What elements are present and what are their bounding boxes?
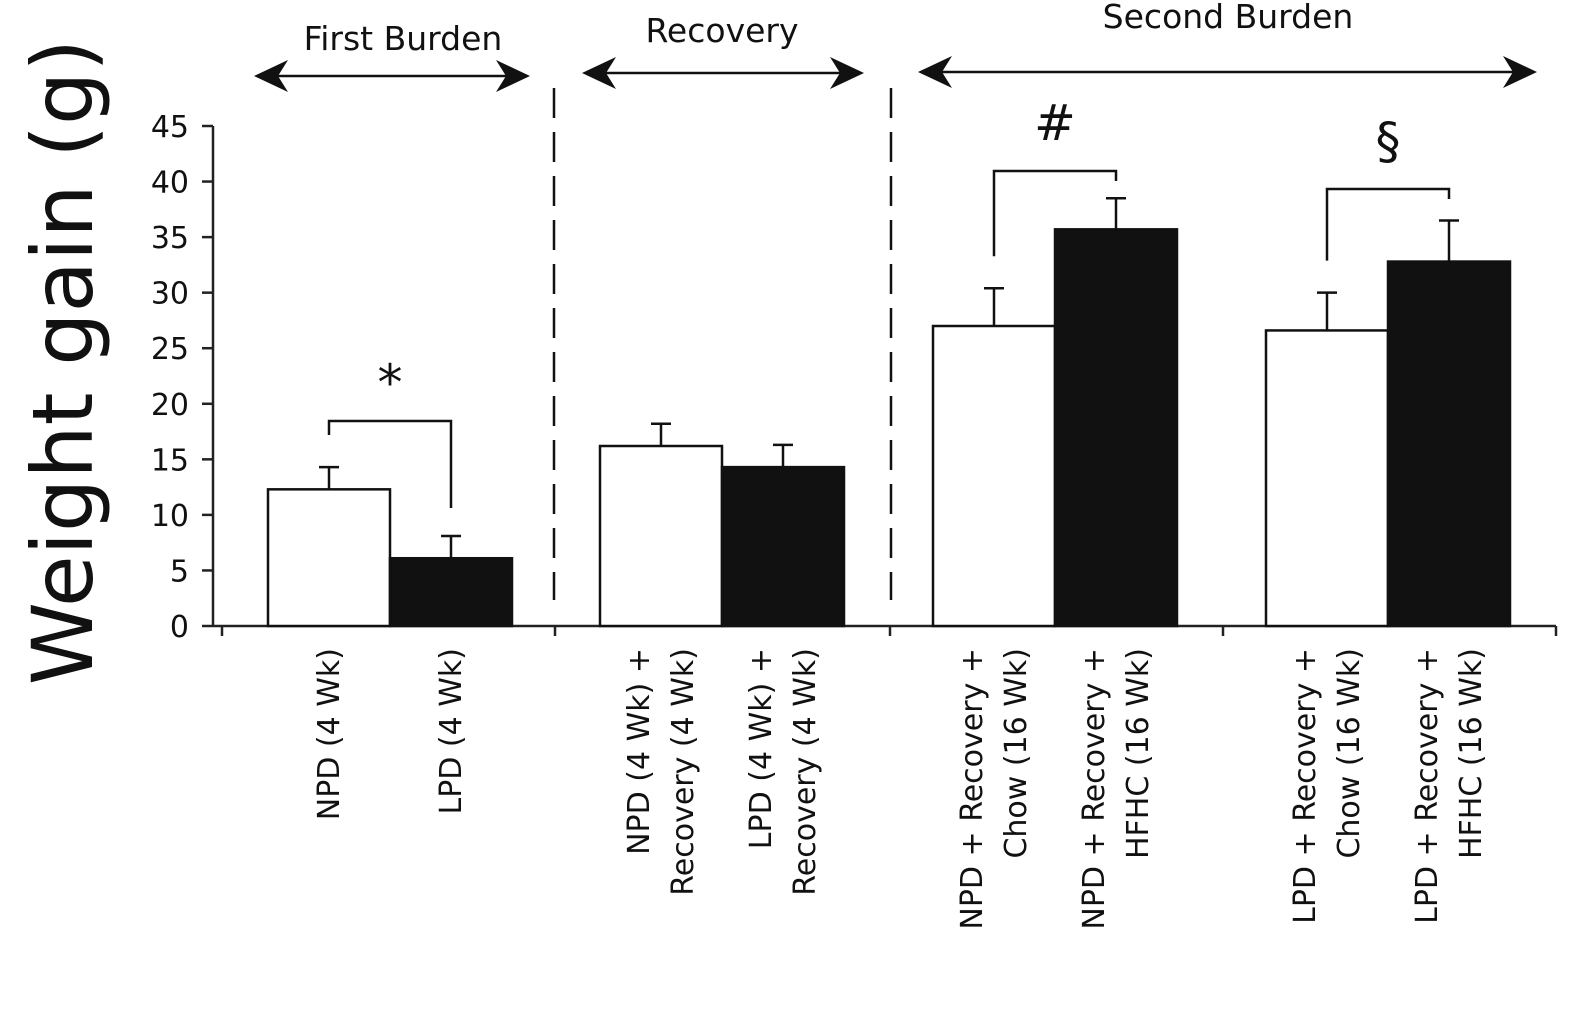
category-label-line: NPD (4 Wk) + bbox=[622, 648, 657, 855]
bar bbox=[266, 488, 392, 628]
phase-arrow-right-head bbox=[1503, 56, 1537, 88]
bar bbox=[1264, 329, 1390, 628]
y-tick-label: 15 bbox=[151, 443, 189, 478]
bar bbox=[388, 556, 514, 628]
phase-label: Recovery bbox=[645, 11, 798, 50]
category-label-line: Chow (16 Wk) bbox=[999, 648, 1034, 859]
phase-arrow-left-head bbox=[918, 56, 952, 88]
significance-mark: § bbox=[1376, 112, 1401, 170]
bar bbox=[1053, 228, 1179, 628]
phase-arrow-left-head bbox=[254, 60, 288, 92]
y-tick-label: 40 bbox=[151, 166, 189, 201]
bar bbox=[598, 444, 724, 628]
category-label-line: Recovery (4 Wk) bbox=[788, 648, 823, 896]
phase-arrow-right-head bbox=[496, 60, 530, 92]
y-tick-label: 35 bbox=[151, 221, 189, 256]
category-label-line: NPD + Recovery + bbox=[1077, 648, 1112, 930]
significance-bracket bbox=[327, 419, 453, 508]
phase-arrow-right-head bbox=[830, 57, 864, 89]
y-tick-label: 30 bbox=[151, 277, 189, 312]
category-label-line: NPD (4 Wk) bbox=[312, 648, 347, 820]
bar bbox=[1386, 260, 1512, 628]
category-label-line: LPD (4 Wk) + bbox=[744, 648, 779, 849]
y-tick-label: 20 bbox=[151, 388, 189, 423]
significance-bracket bbox=[992, 169, 1118, 257]
significance-mark: * bbox=[378, 354, 403, 412]
category-label-line: LPD (4 Wk) bbox=[434, 648, 469, 815]
significance-bracket bbox=[1325, 187, 1451, 261]
phase-label: Second Burden bbox=[1103, 0, 1354, 36]
y-tick-label: 0 bbox=[170, 610, 189, 645]
category-label-line: Chow (16 Wk) bbox=[1332, 648, 1367, 859]
category-label-line: LPD + Recovery + bbox=[1410, 648, 1445, 924]
bar bbox=[720, 465, 846, 628]
bar bbox=[931, 324, 1057, 628]
category-label-line: HFHC (16 Wk) bbox=[1454, 648, 1489, 859]
phase-label: First Burden bbox=[304, 19, 503, 58]
category-label-line: NPD + Recovery + bbox=[955, 648, 990, 930]
y-tick-label: 25 bbox=[151, 332, 189, 367]
category-label-line: HFHC (16 Wk) bbox=[1121, 648, 1156, 859]
y-tick-label: 10 bbox=[151, 499, 189, 534]
significance-mark: # bbox=[1034, 94, 1076, 152]
y-axis-title: Weight gain (g) bbox=[14, 39, 112, 685]
y-tick-label: 45 bbox=[151, 110, 189, 145]
category-label-line: LPD + Recovery + bbox=[1288, 648, 1323, 924]
phase-arrow-left-head bbox=[582, 57, 616, 89]
category-label-line: Recovery (4 Wk) bbox=[666, 648, 701, 896]
y-tick-label: 5 bbox=[170, 554, 189, 589]
